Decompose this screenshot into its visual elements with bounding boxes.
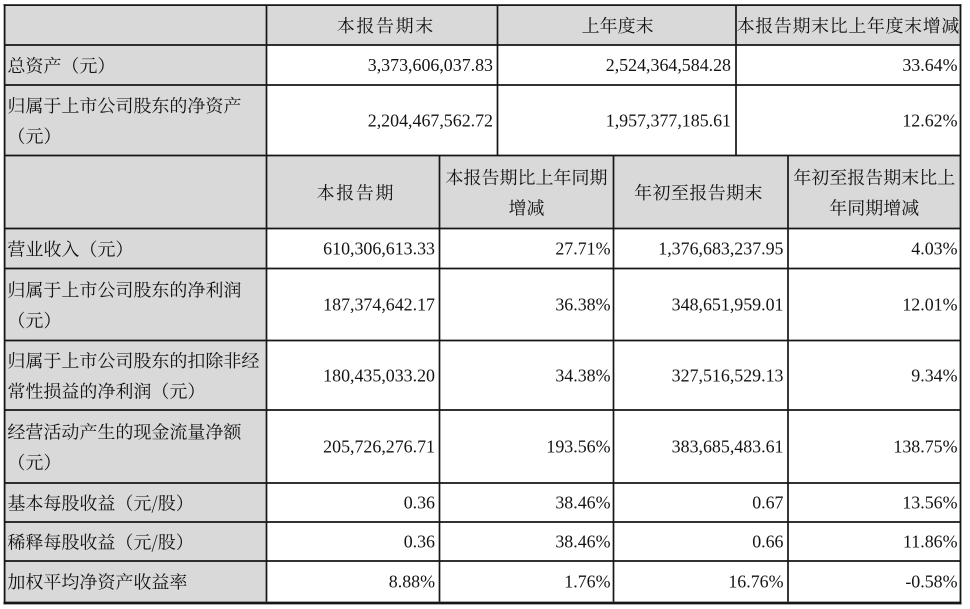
- svg-text:9.34%: 9.34%: [911, 365, 957, 385]
- svg-text:193.56%: 193.56%: [546, 437, 610, 457]
- svg-text:1,957,377,185.61: 1,957,377,185.61: [606, 110, 731, 130]
- svg-text:0.67: 0.67: [752, 493, 783, 513]
- svg-text:0.36: 0.36: [404, 493, 435, 513]
- svg-text:383,685,483.61: 383,685,483.61: [672, 437, 784, 457]
- svg-text:34.38%: 34.38%: [555, 365, 610, 385]
- svg-text:38.46%: 38.46%: [555, 532, 610, 552]
- svg-text:205,726,276.71: 205,726,276.71: [323, 437, 435, 457]
- svg-text:0.66: 0.66: [752, 532, 783, 552]
- svg-text:180,435,033.20: 180,435,033.20: [323, 365, 435, 385]
- svg-text:348,651,959.01: 348,651,959.01: [672, 295, 784, 315]
- svg-text:27.71%: 27.71%: [555, 239, 610, 259]
- svg-text:12.01%: 12.01%: [902, 295, 957, 315]
- svg-text:33.64%: 33.64%: [902, 55, 957, 75]
- svg-text:0.36: 0.36: [404, 532, 435, 552]
- svg-text:13.56%: 13.56%: [902, 493, 957, 513]
- svg-text:327,516,529.13: 327,516,529.13: [672, 365, 784, 385]
- svg-text:-0.58%: -0.58%: [905, 571, 957, 591]
- svg-text:1,376,683,237.95: 1,376,683,237.95: [658, 239, 783, 259]
- svg-text:187,374,642.17: 187,374,642.17: [323, 295, 435, 315]
- svg-text:610,306,613.33: 610,306,613.33: [323, 239, 435, 259]
- svg-text:2,524,364,584.28: 2,524,364,584.28: [606, 55, 731, 75]
- svg-text:11.86%: 11.86%: [903, 532, 958, 552]
- svg-text:8.88%: 8.88%: [389, 571, 435, 591]
- svg-text:36.38%: 36.38%: [555, 295, 610, 315]
- svg-text:16.76%: 16.76%: [728, 571, 783, 591]
- svg-text:2,204,467,562.72: 2,204,467,562.72: [368, 110, 493, 130]
- svg-text:3,373,606,037.83: 3,373,606,037.83: [368, 55, 493, 75]
- svg-text:138.75%: 138.75%: [893, 437, 957, 457]
- svg-text:1.76%: 1.76%: [564, 571, 610, 591]
- svg-text:4.03%: 4.03%: [911, 239, 957, 259]
- svg-text:12.62%: 12.62%: [902, 110, 957, 130]
- svg-text:38.46%: 38.46%: [555, 493, 610, 513]
